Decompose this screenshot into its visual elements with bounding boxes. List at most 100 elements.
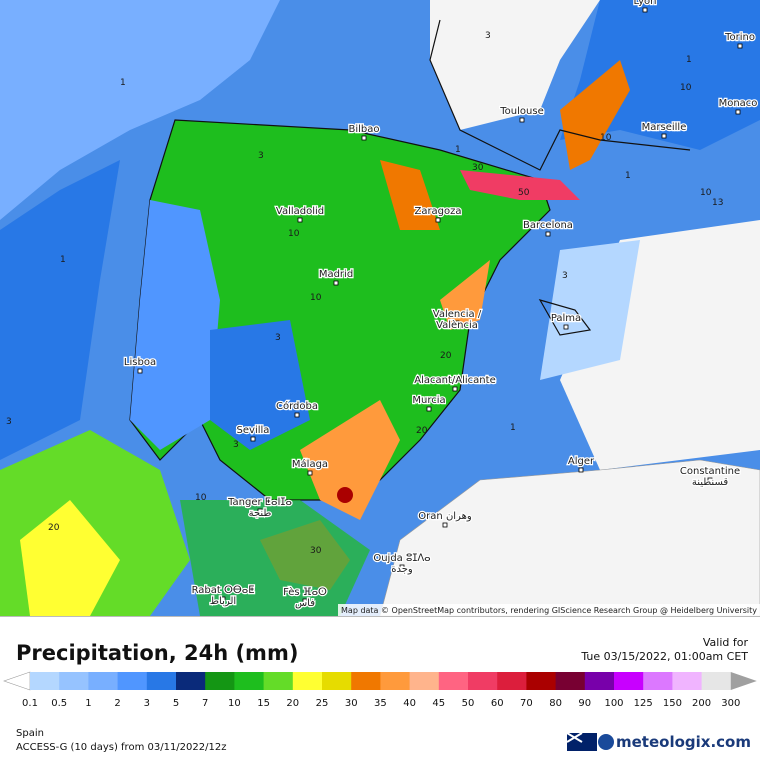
contour-label: 1 [686,55,692,65]
city-label: طنجة [249,508,272,519]
city-marker [435,217,441,223]
contour-label: 10 [700,188,712,198]
scale-tick-label: 20 [286,698,299,709]
contour-label: 10 [195,493,207,503]
precip-area [460,170,580,200]
contour-label: 50 [518,188,530,198]
city-label: Valladolid [276,206,324,217]
scale-swatch [117,672,148,690]
city-label: Rabat ⵔⴱⴰⵟ [192,585,255,596]
scale-tick-label: 15 [257,698,270,709]
city-marker [307,470,313,476]
city-label: Toulouse [499,106,543,117]
city-label: Alacant/Alicante [414,375,495,386]
scale-tick-label: 60 [491,698,504,709]
scale-tick-label: 150 [663,698,682,709]
scale-tick-label: 3 [144,698,150,709]
city-label: Monaco [719,98,758,109]
scale-swatch [59,672,89,690]
city-label: Córdoba [276,400,318,412]
city-marker [442,522,448,528]
scale-swatch [322,672,352,690]
city-label: Torino [724,32,755,43]
city-label: Valencia / [433,309,482,320]
contour-label: 20 [416,426,428,436]
city-marker [361,135,367,141]
scale-tick-label: 10 [228,698,241,709]
precip-area [130,200,220,450]
city-marker [642,7,648,13]
contour-label: 30 [310,546,322,556]
brand: meteologix.com [616,733,751,751]
contour-label: 3 [275,333,281,343]
scale-swatch [526,672,557,690]
city-marker [257,508,263,514]
city-label: Lisboa [124,357,156,368]
city-marker [735,109,741,115]
scale-tick-label: 50 [462,698,475,709]
scale-tick-label: 5 [173,698,179,709]
precip-peak [337,487,353,503]
city-marker [563,324,569,330]
city-marker [220,596,226,602]
scale-tick-label: 125 [634,698,653,709]
island [538,299,592,336]
precip-area [0,160,120,460]
city-marker [426,406,432,412]
contour-label: 10 [288,229,300,239]
city-marker [519,117,525,123]
city-label: Alger [568,456,595,467]
scale-tick-label: 35 [374,698,387,709]
scale-tick-label: 30 [345,698,358,709]
city-label: وجدة [391,564,413,575]
scale-tick-label: 40 [403,698,416,709]
land-france [430,0,600,130]
map: Lyon Torino Monaco Toulouse Marseille Bilbao V… [0,0,760,616]
contour-label: 10 [310,293,322,303]
contour-label: 3 [562,271,568,281]
precip-area [440,260,490,330]
city-marker [707,477,713,483]
city-label: Constantine [680,466,740,477]
contour-label: 13 [712,198,723,208]
city-label: Marseille [642,122,687,133]
scale-arrow-low [3,671,31,691]
city-label: Tanger ⵟⴰⵏⵊⴰ [227,497,292,508]
scale-swatch [380,672,411,690]
scale-swatch [468,672,498,690]
scale-tick-label: 0.5 [51,698,67,709]
city-label: Oujda ⵓⵊⴷⴰ [373,553,430,564]
scale-swatch [409,672,440,690]
city-label: Palma [551,313,581,324]
scale-swatch [438,672,469,690]
precip-area [0,0,280,220]
city-marker [578,467,584,473]
attribution: Map data © OpenStreetMap contributors, r… [341,606,757,615]
city-label: قسنطينة [692,477,729,488]
city-marker [137,368,143,374]
city-marker [454,320,460,326]
city-marker [250,436,256,442]
city-label: الرباط [210,596,236,607]
city-label: Bilbao [348,124,379,135]
scale-swatch [292,672,323,690]
city-label: Lyon [633,0,656,7]
attribution-bg [338,604,760,616]
contour-label: 20 [440,351,452,361]
contour-label: 1 [625,171,631,181]
city-marker [294,412,300,418]
contour-label: 3 [485,31,491,41]
precip-area [180,500,370,616]
scale-tick-label: 70 [520,698,533,709]
scale-tick-label: 7 [202,698,208,709]
scale-tick-label: 300 [721,698,740,709]
model-run: ACCESS-G (10 days) from 03/11/2022/12z [16,742,226,753]
contour-label: 1 [510,423,516,433]
scale-tick-label: 45 [432,698,445,709]
city-label: València [436,319,478,331]
scale-swatch [643,672,673,690]
scale-swatch [263,672,294,690]
contour-label: 30 [472,163,484,173]
precip-area [210,320,310,450]
scale-tick-label: 90 [578,698,591,709]
